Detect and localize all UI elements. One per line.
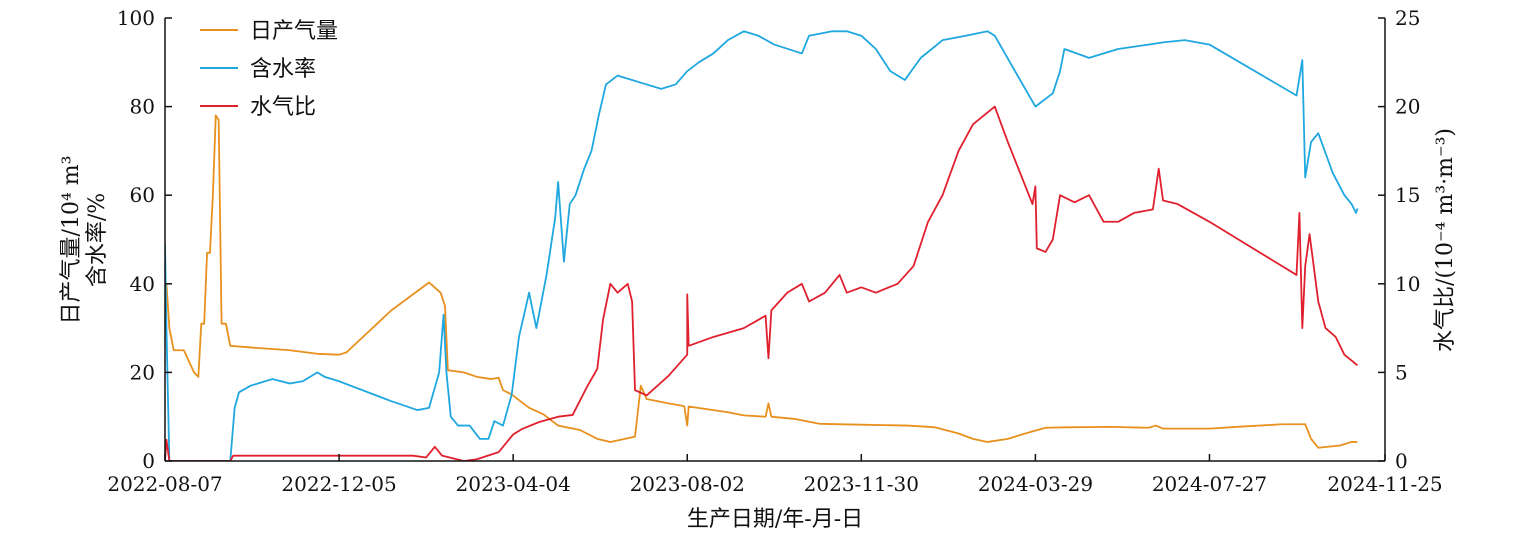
y-left-tick-label: 100 <box>117 6 155 30</box>
y-left-tick-label: 80 <box>130 95 155 119</box>
series-line-2 <box>165 30 1359 461</box>
y-right-tick-label: 15 <box>1395 183 1420 207</box>
y-right-tick-label: 20 <box>1395 95 1420 119</box>
y-right-tick-label: 10 <box>1395 272 1420 296</box>
y-left-axis-label-line2: 含水率/% <box>85 193 110 287</box>
legend-label: 水气比 <box>250 95 316 120</box>
x-tick-label: 2024-03-29 <box>978 472 1093 496</box>
y-left-tick-label: 40 <box>130 272 155 296</box>
y-right-axis-label-group: 水气比/(10⁻⁴ m³·m⁻³) <box>1433 128 1458 352</box>
x-tick-label: 2023-04-04 <box>456 472 571 496</box>
series-layer <box>165 30 1359 461</box>
y-left-axis-label-group: 日产气量/10⁴ m³ 含水率/% <box>59 156 110 325</box>
x-tick-label: 2023-11-30 <box>804 472 919 496</box>
y-right-tick-label: 5 <box>1395 360 1408 384</box>
series-line-1 <box>165 114 1358 449</box>
series-line-3 <box>165 105 1359 461</box>
x-tick-label: 2023-08-02 <box>630 472 745 496</box>
x-tick-label: 2022-08-07 <box>107 472 222 496</box>
y-right-tick-label: 0 <box>1395 449 1408 473</box>
y-left-axis-label-line1: 日产气量/10⁴ m³ <box>59 156 84 325</box>
x-tick-label: 2024-11-25 <box>1327 472 1442 496</box>
y-right-axis-label: 水气比/(10⁻⁴ m³·m⁻³) <box>1433 128 1458 352</box>
legend-label: 日产气量 <box>250 19 338 44</box>
y-left-tick-label: 20 <box>130 360 155 384</box>
axes-layer <box>164 18 1386 462</box>
y-right-tick-label: 25 <box>1395 6 1420 30</box>
x-axis-label: 生产日期/年-月-日 <box>687 507 863 532</box>
legend-label: 含水率 <box>250 57 316 82</box>
x-tick-label: 2024-07-27 <box>1152 472 1267 496</box>
y-left-tick-label: 60 <box>130 183 155 207</box>
ticks-layer: 2022-08-07 2022-12-05 2023-04-04 2023-08-02… <box>107 6 1442 496</box>
y-left-tick-label: 0 <box>142 449 155 473</box>
x-tick-label: 2022-12-05 <box>281 472 396 496</box>
